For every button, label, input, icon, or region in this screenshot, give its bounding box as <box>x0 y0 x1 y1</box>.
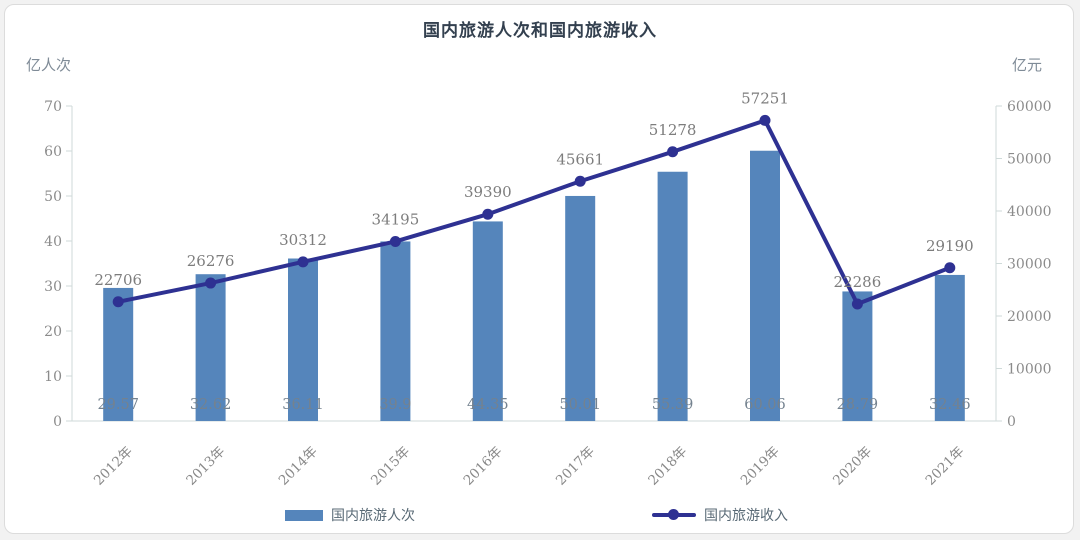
line-value-label: 57251 <box>741 89 789 107</box>
line-point <box>574 175 586 187</box>
x-tick-label: 2014年 <box>276 444 321 489</box>
bar-value-label: 32.62 <box>190 397 232 413</box>
line-point <box>482 208 494 220</box>
y-left-tick-label: 20 <box>44 324 62 340</box>
y-left-tick-label: 50 <box>44 189 62 205</box>
y-right-tick-label: 50000 <box>1007 152 1052 168</box>
x-tick-label: 2020年 <box>830 444 875 489</box>
line-point <box>205 277 217 289</box>
x-tick-label: 2019年 <box>738 444 783 489</box>
revenue-line <box>116 118 952 306</box>
y-right-tick-label: 40000 <box>1007 204 1052 220</box>
line-point <box>297 256 309 268</box>
y-right-tick-label: 0 <box>1007 414 1016 430</box>
line-value-label: 22706 <box>94 271 142 289</box>
chart-card <box>4 4 1074 534</box>
bar-series-swatch-icon <box>285 509 323 521</box>
y-right-tick-label: 30000 <box>1007 257 1052 273</box>
bar-value-label: 39.9 <box>379 397 411 413</box>
y-left-tick-label: 0 <box>53 414 62 430</box>
line-point <box>851 298 863 310</box>
y-left-tick-label: 10 <box>44 369 62 385</box>
bar <box>750 150 780 422</box>
y-left-tick-label: 70 <box>44 99 62 115</box>
left-axis-unit-label: 亿人次 <box>26 56 72 74</box>
line-value-label: 45661 <box>556 150 604 168</box>
bar <box>195 274 226 421</box>
y-left-tick-label: 30 <box>44 279 62 295</box>
bar <box>472 221 503 421</box>
bar-value-label: 60.06 <box>744 397 786 413</box>
line-value-label: 34195 <box>372 210 420 228</box>
line-point <box>667 146 679 158</box>
line-point <box>389 235 401 247</box>
bar-value-label: 50.01 <box>559 397 601 413</box>
line-value-label: 22286 <box>834 273 882 291</box>
bar <box>565 195 596 421</box>
line-value-label: 39390 <box>464 183 512 201</box>
bar-value-label: 44.35 <box>467 397 509 413</box>
bar <box>842 291 873 421</box>
x-tick-label: 2012年 <box>91 444 136 489</box>
line-series-swatch-icon <box>652 509 696 520</box>
right-axis-unit-label: 亿元 <box>1011 56 1042 74</box>
y-right-tick-label: 20000 <box>1007 309 1052 325</box>
legend-label-revenue: 国内旅游收入 <box>704 508 788 524</box>
line-point <box>759 114 771 126</box>
legend-label-trips: 国内旅游人次 <box>331 508 415 524</box>
bar <box>380 241 411 421</box>
y-left-tick-label: 40 <box>44 234 62 250</box>
x-tick-label: 2018年 <box>645 444 690 489</box>
bar-value-label: 32.46 <box>929 397 971 413</box>
chart-legend: 国内旅游人次 国内旅游收入 <box>0 505 1080 529</box>
legend-item-trips[interactable]: 国内旅游人次 <box>285 505 415 525</box>
bar-value-label: 28.79 <box>837 397 879 413</box>
legend-item-revenue[interactable]: 国内旅游收入 <box>652 505 788 525</box>
bar <box>657 171 688 421</box>
x-tick-label: 2013年 <box>183 444 228 489</box>
bar <box>934 274 965 421</box>
bar-value-label: 55.39 <box>652 397 694 413</box>
y-right-tick-label: 60000 <box>1007 99 1052 115</box>
line-point <box>944 262 956 274</box>
chart-title: 国内旅游人次和国内旅游收入 <box>423 21 657 41</box>
bars-series <box>103 150 965 422</box>
line-value-label: 26276 <box>187 252 235 270</box>
x-tick-label: 2021年 <box>922 444 967 489</box>
line-value-label: 30312 <box>279 231 327 249</box>
x-tick-label: 2017年 <box>553 444 598 489</box>
bar-value-label: 36.11 <box>282 397 324 413</box>
bar <box>288 258 318 421</box>
line-value-label: 29190 <box>926 237 974 255</box>
x-tick-label: 2015年 <box>368 444 413 489</box>
x-tick-label: 2016年 <box>460 444 505 489</box>
bar-value-label: 29.57 <box>97 397 139 413</box>
y-left-tick-label: 60 <box>44 144 62 160</box>
y-right-tick-label: 10000 <box>1007 362 1052 378</box>
line-point <box>112 296 124 308</box>
bar <box>103 287 134 421</box>
line-series-dot-icon <box>668 509 679 520</box>
line-value-label: 51278 <box>649 121 697 139</box>
